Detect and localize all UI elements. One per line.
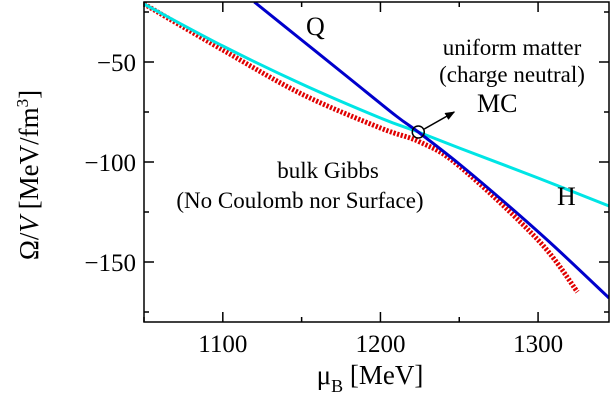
uniform-matter-label: uniform matter — [443, 35, 582, 60]
x-axis-label: μB [MeV] — [317, 360, 424, 394]
series-label-q: Q — [306, 12, 325, 41]
y-tick-label: −50 — [97, 50, 136, 77]
mc-label: MC — [477, 89, 517, 118]
series-line-h — [144, 2, 609, 208]
y-tick-label: −150 — [84, 250, 136, 277]
charge-neutral-label: (charge neutral) — [439, 62, 585, 87]
series-line-q — [253, 2, 609, 300]
no-coulomb-label: (No Coulomb nor Surface) — [176, 188, 423, 213]
y-axis-label: Ω/V [MeV/fm3] — [13, 90, 44, 260]
x-tick-label: 1300 — [513, 331, 563, 358]
mc-point-marker — [411, 125, 426, 139]
bulk-gibbs-label: bulk Gibbs — [277, 158, 379, 183]
series-line-bulk-gibbs — [144, 2, 580, 294]
mc-arrow — [423, 111, 456, 130]
series-label-h: H — [557, 182, 576, 211]
y-tick-label: −100 — [84, 150, 136, 177]
x-tick-label: 1200 — [355, 331, 405, 358]
x-tick-label: 1100 — [198, 331, 247, 358]
